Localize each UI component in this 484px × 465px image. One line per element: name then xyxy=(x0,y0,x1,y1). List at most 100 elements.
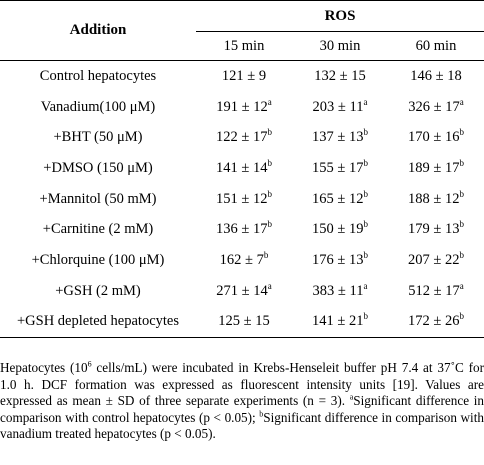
ros-value: 122 ± 17 xyxy=(216,129,268,146)
ros-value-cell: 271 ± 14a xyxy=(196,276,292,307)
ros-value-cell: 191 ± 12a xyxy=(196,92,292,123)
footnote-exponent: 6 xyxy=(87,359,92,369)
addition-cell: +GSH depleted hepatocytes xyxy=(0,306,196,339)
ros-value-cell: 188 ± 12b xyxy=(388,184,484,215)
footnote-text-a: Significant difference in comparison wit… xyxy=(0,393,484,425)
ros-value-cell: 136 ± 17b xyxy=(196,214,292,245)
footnote-text-2: cells/mL) were incubated in Krebs-Hensel… xyxy=(0,360,484,409)
ros-value: 203 ± 11 xyxy=(312,98,364,115)
ros-value: 207 ± 22 xyxy=(408,251,460,268)
ros-value: 155 ± 17 xyxy=(312,159,364,176)
ros-value: 176 ± 13 xyxy=(312,251,364,268)
significance-marker: b xyxy=(267,127,272,138)
significance-marker: b xyxy=(459,219,464,230)
ros-value: 150 ± 19 xyxy=(312,221,364,238)
ros-value-cell: 141 ± 14b xyxy=(196,153,292,184)
table-body: Control hepatocytes 121 ± 9 132 ± 15 146 ± … xyxy=(0,61,484,339)
ros-value: 165 ± 12 xyxy=(312,190,364,207)
ros-value: 189 ± 17 xyxy=(408,159,460,176)
ros-value-cell: 383 ± 11a xyxy=(292,276,388,307)
significance-marker: b xyxy=(363,311,368,322)
addition-cell: +DMSO (150 μM) xyxy=(43,159,153,176)
ros-value: 383 ± 11 xyxy=(312,282,364,299)
ros-value: 512 ± 17 xyxy=(408,282,460,299)
table-row: +Carnitine (2 mM) 136 ± 17b 150 ± 19b 179 ±… xyxy=(0,214,484,245)
ros-value: 170 ± 16 xyxy=(408,129,460,146)
ros-value: 132 ± 15 xyxy=(314,67,366,84)
table-row: +BHT (50 μM) 122 ± 17b 137 ± 13b 170 ± 16b xyxy=(0,122,484,153)
significance-marker: b xyxy=(363,158,368,169)
significance-marker: b xyxy=(459,188,464,199)
footnote-marker-b: b xyxy=(259,409,264,419)
ros-value: 191 ± 12 xyxy=(216,98,268,115)
significance-marker: b xyxy=(267,188,272,199)
ros-value: 188 ± 12 xyxy=(408,190,460,207)
ros-value: 271 ± 14 xyxy=(216,282,268,299)
ros-value: 151 ± 12 xyxy=(216,190,268,207)
ros-value: 125 ± 15 xyxy=(218,313,270,330)
time-header-60: 60 min xyxy=(388,31,484,61)
ros-value-cell: 150 ± 19b xyxy=(292,214,388,245)
ros-value: 141 ± 21 xyxy=(312,313,364,330)
table-row: +GSH depleted hepatocytes 125 ± 15 141 ± 2… xyxy=(0,306,484,339)
significance-marker: a xyxy=(459,96,464,107)
ros-value-cell: 146 ± 18 xyxy=(388,61,484,92)
significance-marker: b xyxy=(363,127,368,138)
ros-value-cell: 326 ± 17a xyxy=(388,92,484,123)
ros-table: Addition ROS 15 min 30 min 60 min Contro… xyxy=(0,0,484,339)
addition-cell: +Carnitine (2 mM) xyxy=(42,221,154,238)
addition-cell: +Mannitol (50 mM) xyxy=(39,190,157,207)
ros-value-cell: 512 ± 17a xyxy=(388,276,484,307)
ros-value-cell: 137 ± 13b xyxy=(292,122,388,153)
significance-marker: b xyxy=(459,158,464,169)
significance-marker: a xyxy=(363,96,368,107)
ros-value: 146 ± 18 xyxy=(410,67,462,84)
ros-value-cell: 121 ± 9 xyxy=(196,61,292,92)
ros-value-cell: 125 ± 15 xyxy=(196,306,292,339)
addition-cell: +GSH (2 mM) xyxy=(55,282,141,299)
significance-marker: b xyxy=(459,311,464,322)
ros-value: 141 ± 14 xyxy=(216,159,268,176)
time-header-30: 30 min xyxy=(292,31,388,61)
table-row: +GSH (2 mM) 271 ± 14a 383 ± 11a 512 ± 17a xyxy=(0,276,484,307)
ros-value-cell: 141 ± 21b xyxy=(292,306,388,339)
addition-cell: Vanadium(100 μM) xyxy=(40,98,156,115)
ros-header: ROS xyxy=(196,0,484,32)
ros-value-cell: 122 ± 17b xyxy=(196,122,292,153)
ros-value: 136 ± 17 xyxy=(216,221,268,238)
significance-marker: b xyxy=(459,127,464,138)
ros-value: 162 ± 7 xyxy=(219,251,264,268)
ros-value: 121 ± 9 xyxy=(221,67,267,84)
significance-marker: a xyxy=(459,280,464,291)
ros-value: 179 ± 13 xyxy=(408,221,460,238)
significance-marker: a xyxy=(363,280,368,291)
ros-value-cell: 203 ± 11a xyxy=(292,92,388,123)
time-header-15: 15 min xyxy=(196,31,292,61)
significance-marker: a xyxy=(267,96,272,107)
ros-value-cell: 189 ± 17b xyxy=(388,153,484,184)
addition-cell: Control hepatocytes xyxy=(39,67,157,84)
ros-value-cell: 155 ± 17b xyxy=(292,153,388,184)
table-row: +Chlorquine (100 μM) 162 ± 7b 176 ± 13b 207… xyxy=(0,245,484,276)
significance-marker: b xyxy=(363,250,368,261)
ros-value-cell: 151 ± 12b xyxy=(196,184,292,215)
table-row: +DMSO (150 μM) 141 ± 14b 155 ± 17b 189 ± 17… xyxy=(0,153,484,184)
ros-value: 137 ± 13 xyxy=(312,129,364,146)
footnote-text-1: Hepatocytes (10 xyxy=(0,360,88,375)
significance-marker: b xyxy=(267,158,272,169)
significance-marker: b xyxy=(363,219,368,230)
significance-marker: b xyxy=(267,219,272,230)
ros-value-cell: 165 ± 12b xyxy=(292,184,388,215)
footnote-marker-a: a xyxy=(349,392,354,402)
significance-marker: b xyxy=(459,250,464,261)
ros-value-cell: 207 ± 22b xyxy=(388,245,484,276)
ros-value-cell: 132 ± 15 xyxy=(292,61,388,92)
addition-cell: +Chlorquine (100 μM) xyxy=(31,251,165,268)
ros-value-cell: 162 ± 7b xyxy=(196,245,292,276)
table-row: Vanadium(100 μM) 191 ± 12a 203 ± 11a 326 ± … xyxy=(0,92,484,123)
table-row: +Mannitol (50 mM) 151 ± 12b 165 ± 12b 188 ±… xyxy=(0,184,484,215)
ros-value-cell: 172 ± 26b xyxy=(388,306,484,339)
significance-marker: b xyxy=(263,250,269,261)
ros-value-cell: 179 ± 13b xyxy=(388,214,484,245)
